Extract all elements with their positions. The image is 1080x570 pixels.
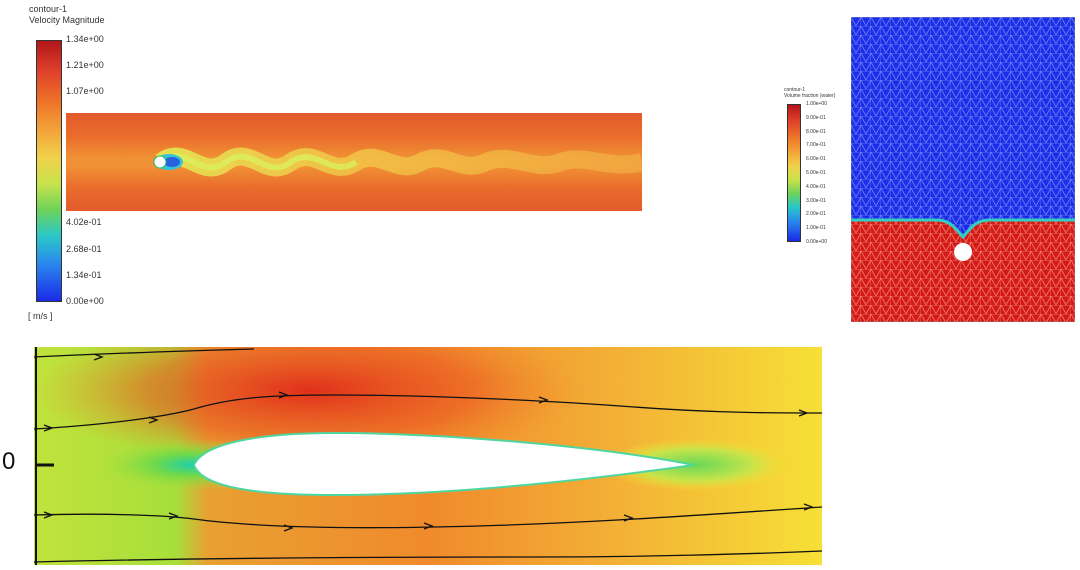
velocity-tick-label: 1.34e+00 bbox=[66, 34, 104, 44]
velocity-field-image bbox=[66, 113, 642, 211]
velocity-tick-label: 0.00e+00 bbox=[66, 296, 104, 306]
velocity-tick-label: 2.68e-01 bbox=[66, 243, 102, 254]
volume-tick-label: 3.00e-01 bbox=[806, 197, 826, 204]
volume-tick-label: 7.00e-01 bbox=[806, 142, 826, 149]
volume-tick-label: 6.00e-01 bbox=[806, 156, 826, 163]
airfoil-icon bbox=[192, 431, 695, 497]
streamline-arrow-icon bbox=[43, 353, 814, 532]
volume-colorbar bbox=[787, 104, 801, 242]
velocity-tick-label: 1.34e-01 bbox=[66, 269, 102, 280]
velocity-tick-label: 4.02e-01 bbox=[66, 217, 102, 228]
axis-zero-label: 0 bbox=[2, 448, 16, 475]
volume-fraction-image bbox=[851, 17, 1075, 322]
volume-tick-label: 4.00e-01 bbox=[806, 183, 826, 190]
airfoil-field-image bbox=[34, 347, 822, 565]
volume-tick-label: 2.00e-01 bbox=[806, 211, 826, 218]
volume-tick-label: 9.00e-01 bbox=[806, 114, 826, 121]
velocity-tick-label: 1.21e+00 bbox=[66, 60, 104, 71]
cylinder-icon bbox=[954, 243, 972, 261]
velocity-units: [ m/s ] bbox=[28, 311, 53, 321]
volume-legend-title: contour-1 bbox=[784, 87, 806, 93]
streamlines bbox=[34, 348, 822, 563]
volume-tick-label: 1.00e-01 bbox=[806, 225, 826, 232]
velocity-panel-title: contour-1 bbox=[29, 4, 68, 14]
cylinder-icon bbox=[153, 155, 167, 169]
volume-tick-label: 5.00e-01 bbox=[806, 170, 826, 176]
velocity-panel-subtitle: Velocity Magnitude bbox=[29, 15, 105, 25]
volume-tick-label: 8.00e-01 bbox=[806, 128, 826, 135]
volume-tick-label: 0.00e+00 bbox=[806, 239, 827, 245]
velocity-colorbar bbox=[36, 40, 62, 302]
velocity-tick-label: 1.07e+00 bbox=[66, 86, 104, 97]
volume-legend-subtitle: Volume fraction (water) bbox=[784, 93, 836, 99]
volume-tick-label: 1.00e+00 bbox=[806, 101, 827, 107]
